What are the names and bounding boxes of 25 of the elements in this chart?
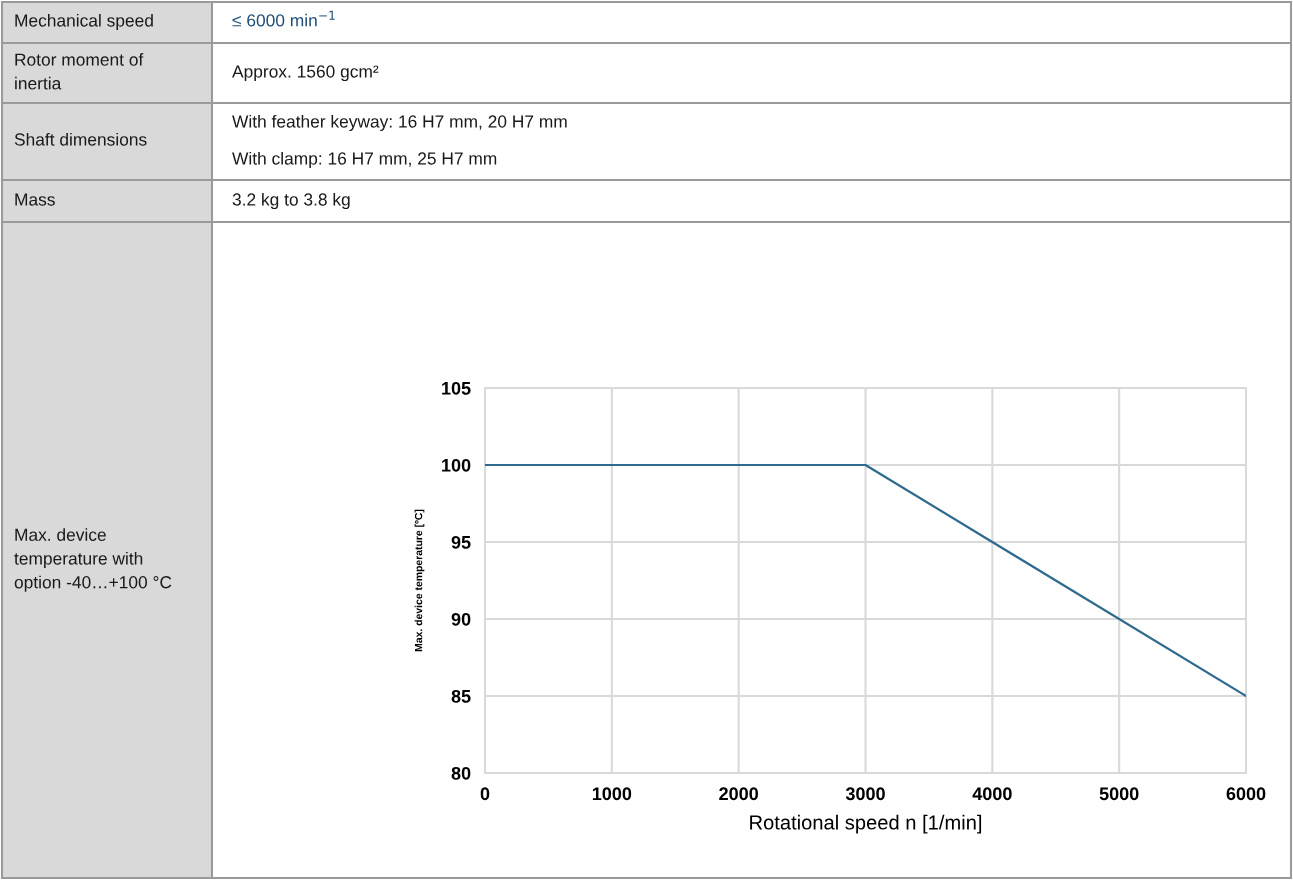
text: 3.2 kg to 3.8 kg [232, 192, 350, 210]
x-tick-label: 6000 [1226, 787, 1266, 801]
x-tick-label: 2000 [719, 787, 759, 801]
x-axis-title: Rotational speed n [1/min] [750, 814, 982, 834]
x-tick-label: 5000 [1099, 787, 1139, 801]
text: Max. device temperature with option -40…+100 °C [14, 528, 172, 592]
text: Mechanical speed [15, 13, 153, 31]
y-tick-label: 95 [451, 535, 471, 549]
text: With clamp: 16 H7 mm, 25 H7 mm [232, 151, 497, 169]
y-tick-label: 100 [442, 458, 471, 472]
x-tick-label: 3000 [845, 787, 885, 801]
y-axis-title: Max. device temperature [ºC] [414, 509, 425, 652]
x-tick-label: 4000 [972, 787, 1012, 801]
y-tick-label: 85 [451, 689, 471, 703]
y-tick-label: 90 [451, 612, 471, 626]
text: Shaft dimensions [14, 132, 147, 146]
text: ≤ 6000 min$^{−1}$ [232, 10, 335, 27]
y-tick-label: 80 [451, 766, 471, 780]
x-tick-label: 1000 [592, 787, 632, 801]
text: With feather keyway: 16 H7 mm, 20 H7 mm [232, 114, 567, 132]
text: Rotor moment of inertia [15, 53, 144, 90]
y-tick-label: 105 [442, 381, 471, 395]
text: Approx. 1560 gcm² [232, 65, 379, 82]
text: Mass [15, 193, 55, 206]
x-tick-label: 0 [480, 787, 490, 801]
